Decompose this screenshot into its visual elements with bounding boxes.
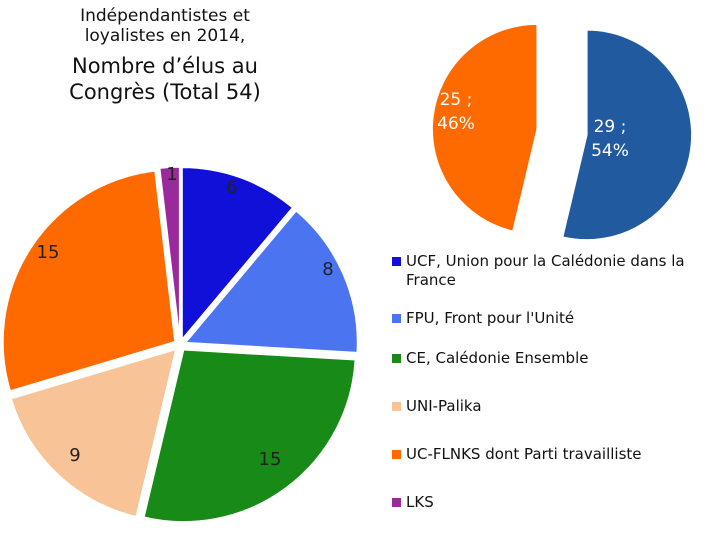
legend-item-ucf: UCF, Union pour la Calédonie dans la Fra… xyxy=(392,252,714,290)
legend-item-fpu: FPU, Front pour l'Unité xyxy=(392,309,714,328)
pie2-slice-independantistes xyxy=(431,23,538,233)
legend-label-ce: CE, Calédonie Ensemble xyxy=(406,349,589,367)
pie-slice-ce xyxy=(143,349,357,523)
legend-swatch-ce xyxy=(392,354,401,363)
legend-swatch-ucf xyxy=(392,257,401,266)
legend-label-palika: UNI-Palika xyxy=(406,397,482,415)
pie-slice-lks xyxy=(158,166,181,340)
chart-title: Indépendantistes et loyalistes en 2014, … xyxy=(40,6,290,105)
pie-slice-fpu xyxy=(183,209,359,354)
pie-slice-palika xyxy=(10,348,177,518)
slice-label-ucf: 6 xyxy=(226,177,237,198)
chart-title-line2: Nombre d’élus au Congrès (Total 54) xyxy=(69,53,261,105)
pie2-label-independantistes-line2: 46% xyxy=(437,114,475,134)
pie2-slice-loyalistes xyxy=(561,29,693,241)
slice-label-lks: 1 xyxy=(166,164,177,185)
chart-title-line1: Indépendantistes et loyalistes en 2014, xyxy=(80,6,250,47)
legend-item-ucflnks: UC-FLNKS dont Parti travailliste xyxy=(392,445,714,464)
slice-label-ce: 15 xyxy=(259,449,282,470)
pie-slice-ucflnks xyxy=(2,170,176,392)
legend-item-lks: LKS xyxy=(392,493,714,512)
pie-slice-ucf xyxy=(181,166,294,342)
legend-label-ucf: UCF, Union pour la Calédonie dans la Fra… xyxy=(406,252,685,289)
legend-label-ucflnks: UC-FLNKS dont Parti travailliste xyxy=(406,445,642,463)
pie2-label-loyalistes-line1: 29 ; xyxy=(594,117,627,137)
legend-swatch-ucflnks xyxy=(392,450,401,459)
legend-swatch-fpu xyxy=(392,314,401,323)
legend-swatch-palika xyxy=(392,402,401,411)
legend-item-palika: UNI-Palika xyxy=(392,397,714,416)
pie2-label-independantistes-line1: 25 ; xyxy=(440,90,473,110)
pie2-label-loyalistes-line2: 54% xyxy=(591,141,629,161)
slice-label-ucflnks: 15 xyxy=(37,242,60,263)
slice-label-palika: 9 xyxy=(69,445,80,466)
legend-label-lks: LKS xyxy=(406,493,434,511)
legend-swatch-lks xyxy=(392,498,401,507)
slice-label-fpu: 8 xyxy=(322,259,333,280)
legend-item-ce: CE, Calédonie Ensemble xyxy=(392,349,714,368)
legend-label-fpu: FPU, Front pour l'Unité xyxy=(406,309,575,327)
